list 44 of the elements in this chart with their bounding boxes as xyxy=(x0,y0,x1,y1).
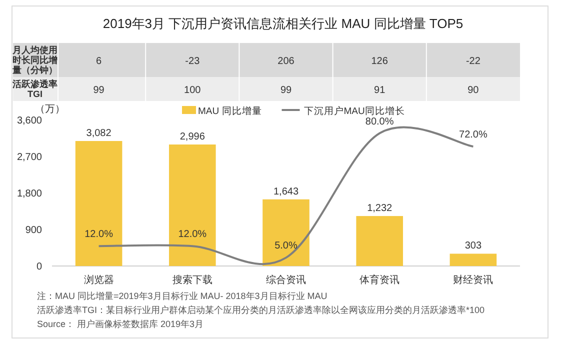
data-label: 5.0% xyxy=(274,240,298,252)
bar xyxy=(262,199,310,266)
y-tick-label: 3,600 xyxy=(16,116,42,126)
text: 90 xyxy=(468,85,480,96)
legend-label: MAU 同比增量 xyxy=(198,105,262,117)
bar xyxy=(450,254,497,266)
data-label: 1,232 xyxy=(367,203,393,214)
x-tick-label: 搜索下载 xyxy=(172,274,212,286)
data-label: 72.0% xyxy=(459,130,488,141)
data-label: 12.0% xyxy=(178,229,207,240)
bar xyxy=(356,216,403,266)
text: 月人均使用时长同比增量（分钟） xyxy=(12,45,58,75)
text: -23 xyxy=(185,56,200,67)
text: 100 xyxy=(184,85,202,96)
text: -22 xyxy=(466,56,481,67)
data-label: 12.0% xyxy=(84,229,114,240)
data-label: 2,996 xyxy=(180,131,206,142)
text: 6 xyxy=(96,56,102,67)
text: 活跃渗透率TGI：某目标行业用户群体启动某个应用分类的月活跃渗透率除以全网该应用分类的月活跃渗透率*100 xyxy=(37,305,485,315)
x-tick-label: 财经资讯 xyxy=(453,274,494,286)
data-label: 3,082 xyxy=(86,128,112,140)
data-label: 80.0% xyxy=(365,116,394,128)
bar xyxy=(75,141,122,266)
data-label: 303 xyxy=(464,240,482,252)
data-label: 1,643 xyxy=(273,186,299,198)
bar xyxy=(169,144,216,266)
text: 注：MAU 同比增量=2019年3月目标行业 MAU- 2018年3月目标行业 MAU xyxy=(37,291,328,301)
x-tick-label: 浏览器 xyxy=(84,274,114,286)
text: 99 xyxy=(280,85,292,96)
y-tick-label: 1,800 xyxy=(16,188,42,200)
text: 2019年3月 下沉用户资讯信息流相关行业 MAU 同比增量 TOP5 xyxy=(102,16,464,31)
text: 206 xyxy=(278,56,295,67)
text: 活跃渗透率TGI xyxy=(12,79,58,99)
text: 99 xyxy=(93,85,105,96)
y-tick-label: 900 xyxy=(25,225,42,236)
y-axis-title: （万） xyxy=(35,104,65,115)
y-tick-label: 2,700 xyxy=(16,152,42,163)
text: 91 xyxy=(374,85,386,96)
x-tick-label: 体育资讯 xyxy=(360,274,400,286)
legend-label: 下沉用户MAU同比增长 xyxy=(304,105,405,117)
text: 126 xyxy=(371,56,388,67)
y-tick-label: 0 xyxy=(36,262,42,272)
source-note: Source： 用户画像标签数据库 2019年3月 xyxy=(37,319,204,329)
x-tick-label: 综合资讯 xyxy=(266,274,306,286)
